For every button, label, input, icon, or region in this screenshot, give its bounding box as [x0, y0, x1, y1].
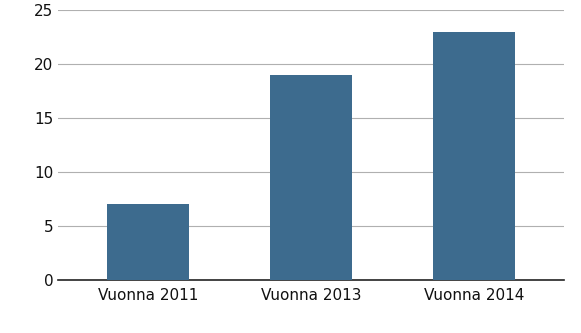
Bar [270, 75, 352, 280]
Bar [107, 204, 189, 280]
Bar [433, 32, 515, 280]
